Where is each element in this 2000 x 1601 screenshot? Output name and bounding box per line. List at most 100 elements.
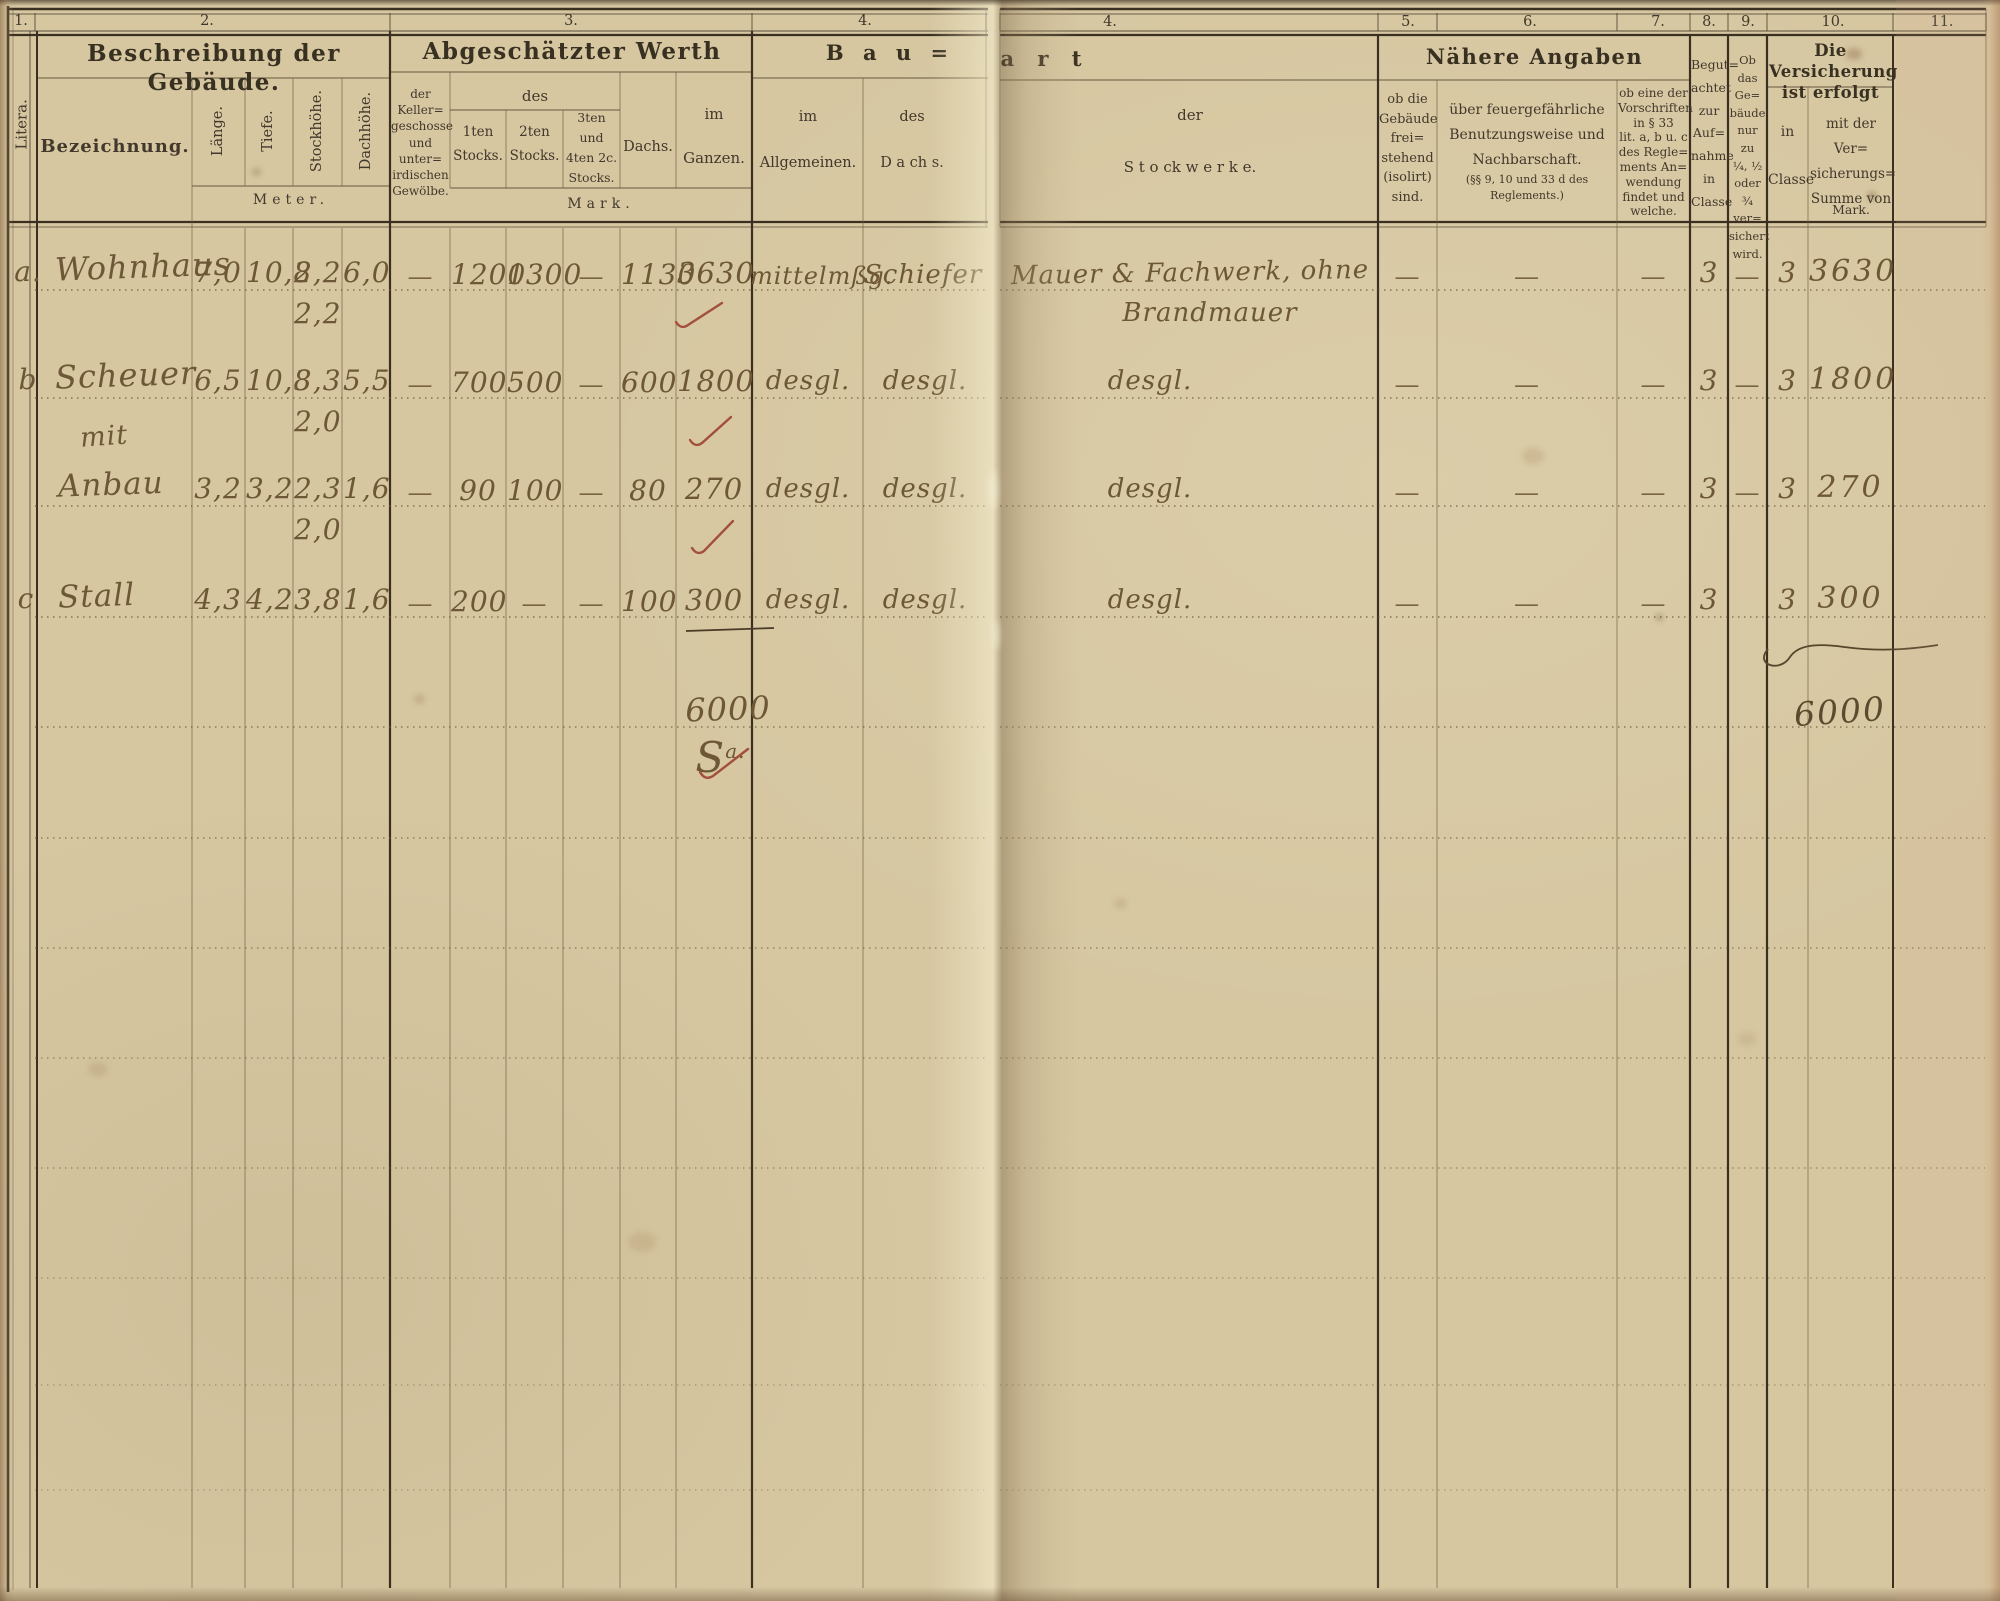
summary-sa-sup: a. [725,739,746,763]
row-anbau-vorschriften: — [1640,478,1667,507]
ruler-col-4-left: 4. [858,13,872,29]
row-c-wert-dach: 100 [621,585,678,618]
red-check-row-a [674,301,724,329]
row-anbau-bauart-stockwerke: desgl. [1107,474,1193,504]
ruler-col-2: 2. [200,13,214,29]
header-stock1: 1ten Stocks. [453,124,503,164]
ruler-col-8: 8. [1702,14,1716,30]
scan-edge-left [0,0,14,1601]
ruler-col-4-right: 4. [1103,14,1117,30]
row-anbau-classe: 3 [1778,472,1797,505]
header-naehere-title: Nähere Angaben [1425,44,1644,69]
scan-edge-bottom [0,1587,2000,1601]
row-b-bauart-allgemein: desgl. [765,366,851,396]
row-anbau-summe: 270 [1817,470,1884,505]
header-mark-unit: Mark. [567,196,635,212]
header-vorschriften: ob eine der Vorschriften in § 33 lit. a,… [1618,86,1693,219]
row-anbau-wert-stock1: 90 [459,474,497,507]
row-a-bauart-stockwerke: Mauer & Fachwerk, ohne [1010,254,1370,292]
row-c-classe-aufnahme: 3 [1699,583,1719,616]
row-anbau-stockhoehe-oben: 2,3 [294,472,342,505]
header-stock34: 3ten und 4ten 2c. Stocks. [565,110,618,185]
stain-spot [88,1062,108,1077]
row-anbau-bauart-dach: desgl. [882,474,968,504]
stain-spot [1522,448,1544,464]
row-anbau-wert-ganzen: 270 [684,472,744,506]
row-a-laenge: 7,0 [194,256,242,289]
row-a-dachhoehe: 6,0 [343,256,391,289]
summary-total-ganzen: 6000 [684,688,772,730]
row-anbau-classe-aufnahme: 3 [1699,472,1719,505]
row-a-wert-dach: 1130 [621,258,697,291]
row-b-wert-dach: 600 [621,366,678,399]
row-a-wert-stock2: 1300 [507,258,583,291]
row-c-bauart-allgemein: desgl. [765,585,851,615]
row-b-stockhoehe-oben: 3,3 [294,364,342,397]
row-c-keller: — [407,589,434,618]
header-stockwerke: der S t o ck w e r k e. [1123,106,1257,176]
row-b-wert-stock34: — [578,370,605,399]
right-margin-tint [1896,0,2000,1601]
scan-edge-right [1982,0,2000,1601]
row-a-vorschriften: — [1640,262,1667,291]
row-c-litera: c [17,582,35,615]
header-bauart-title-left: B a u = [825,40,955,65]
red-check-row-b [688,415,733,447]
row-b-name: Scheuer [54,353,197,397]
row-anbau-anteil: — [1734,478,1761,507]
row-b-zusatz: mit [79,419,130,454]
row-a-wert-stock34: — [578,262,605,291]
row-c-wert-stock1: 200 [451,585,508,618]
header-ganzen: im Ganzen. [683,105,745,167]
header-benutzung: über feuergefährliche Benutzungsweise un… [1449,102,1605,168]
row-a-bauart-dach: Schiefer [864,260,983,290]
ruler-col-9: 9. [1741,14,1755,30]
row-c-tiefe: 4,2 [246,583,294,616]
row-a-tiefe: 10,8 [246,256,313,289]
ruler-col-5: 5. [1401,14,1415,30]
row-c-laenge: 4,3 [194,583,242,616]
row-a-summe: 3630 [1809,254,1898,289]
row-b-laenge: 6,5 [194,364,242,397]
row-a-keller: — [407,262,434,291]
row-b-summe: 1800 [1809,362,1898,397]
ruler-col-6: 6. [1523,14,1537,30]
row-anbau-wert-stock34: — [578,478,605,507]
header-bezeichnung: Bezeichnung. [40,136,190,157]
row-c-stockhoehe-oben: 3,8 [294,583,342,616]
fold-highlight-speck [992,620,1000,650]
row-anbau-name: Anbau [57,464,165,505]
header-allgemein: im Allgemeinen. [759,109,857,171]
row-b-stockhoehe-unten: 2,0 [294,405,342,438]
stain-spot [1114,898,1127,909]
header-keller: der Keller= geschosse und unter= irdisch… [391,87,454,199]
row-a-benutzung: — [1514,262,1540,291]
row-b-wert-stock2: 500 [507,366,564,399]
summary-sa-s: S [695,733,726,782]
row-anbau-benutzung: — [1514,478,1540,507]
row-b-freistehend: — [1394,370,1421,399]
row-a-anteil: — [1734,262,1761,291]
row-c-wert-stock2: — [521,589,548,618]
header-anteil: Ob das Ge= bäude nur zu ¼, ½ oder ¾ ver=… [1729,53,1770,261]
row-b-tiefe: 10,8 [246,364,313,397]
stain-spot [414,694,425,704]
ruler-col-11: 11. [1930,14,1954,30]
red-check-row-anbau [690,519,735,555]
summary-total-summe: 6000 [1792,688,1888,735]
row-anbau-dachhoehe: 1,6 [343,472,391,505]
row-a-wert-stock1: 1200 [451,258,527,291]
row-b-wert-stock1: 700 [451,366,508,399]
row-c-vorschriften: — [1640,589,1667,618]
row-b-vorschriften: — [1640,370,1667,399]
row-anbau-tiefe: 3,2 [246,472,294,505]
row-b-classe-aufnahme: 3 [1699,364,1719,397]
fold-highlight-speck [988,470,998,510]
row-b-wert-ganzen: 1800 [677,364,755,398]
header-beschreibung-title: Beschreibung der Gebäude. [87,40,341,96]
stain-spot [1738,1032,1756,1046]
row-anbau-laenge: 3,2 [194,472,242,505]
row-a-stockhoehe-unten: 2,2 [294,297,342,330]
row-a-bauart-allgemein: mittelmßg. [750,262,894,290]
page-fold-shadow [930,0,1080,1601]
